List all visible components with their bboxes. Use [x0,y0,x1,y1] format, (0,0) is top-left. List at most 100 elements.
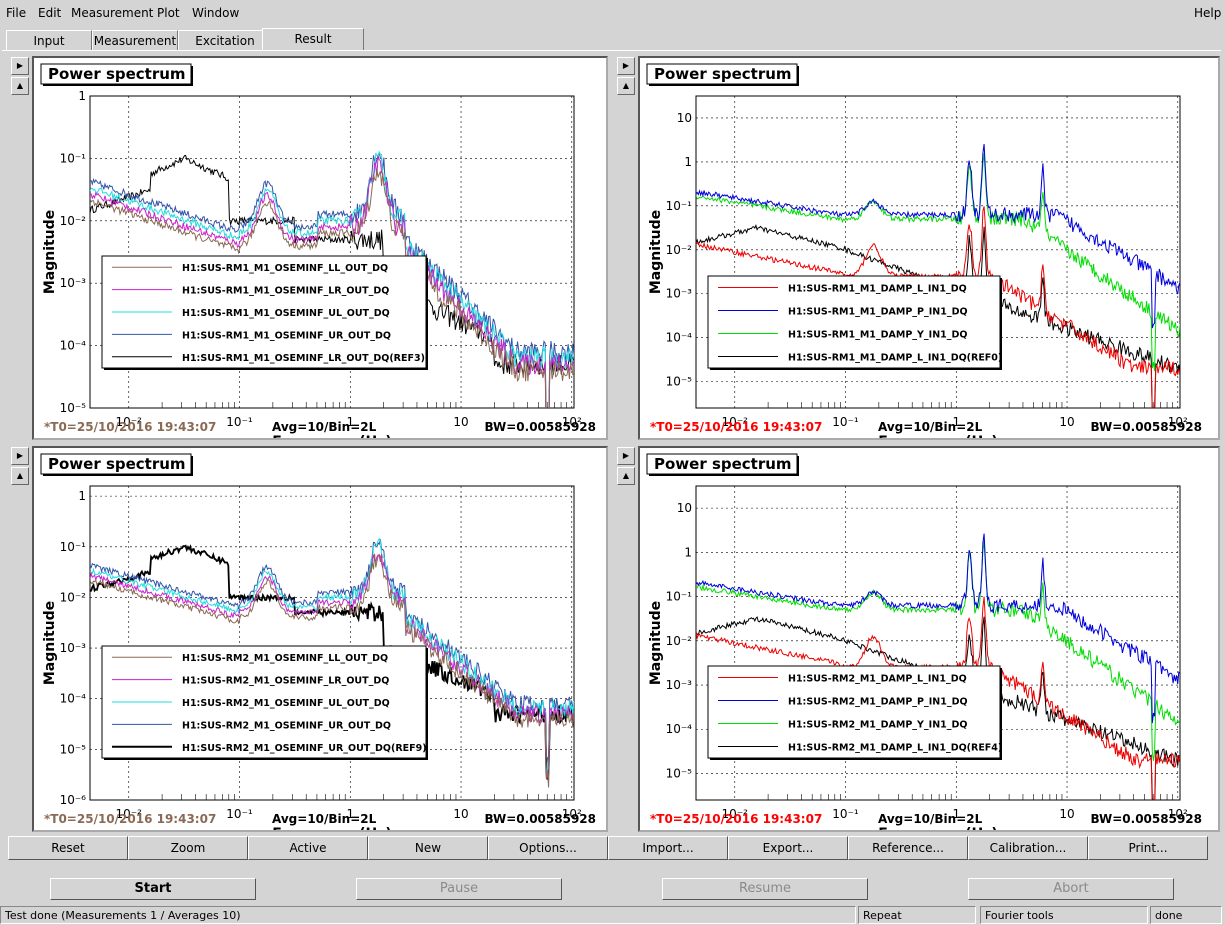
trace-1 [90,553,574,788]
trace-1 [696,206,1180,408]
start-button[interactable]: Start [50,878,256,900]
active-button[interactable]: Active [248,836,368,860]
plot-pad-4[interactable]: Power spectrum 10⁻² 10⁻¹ 1 10 10² 10 1 10⁻¹ 10⁻² 1… [638,446,1220,842]
plot-pad-3[interactable]: Power spectrum 10⁻² 10⁻¹ 1 10 10² 1 10⁻¹ 10⁻² 10⁻… [32,446,608,842]
plot-legend: H1:SUS-RM1_M1_DAMP_L_IN1_DQ H1:SUS-RM1_M1… [707,275,1002,370]
plot-title-text: Power spectrum [48,455,186,473]
x-tick-label: 1 [346,807,354,821]
reference-button[interactable]: Reference... [848,836,968,860]
trace-4 [90,150,574,408]
y-tick-label: 1 [684,155,692,169]
power-spectrum-plot-1[interactable]: Power spectrum 10⁻² 10⁻¹ 1 10 10² 1 10⁻¹ 10⁻² 10⁻… [34,58,606,450]
averages-label: Avg=10/Bin=2L [878,420,983,434]
x-tick-label: 10⁻¹ [226,807,253,821]
legend-entry: H1:SUS-RM2_M1_DAMP_L_IN1_DQ [788,674,967,685]
pad1-expand-icon[interactable]: ▶ [11,57,29,75]
zoom-button[interactable]: Zoom [128,836,248,860]
y-tick-label: 10⁻¹ [60,540,87,554]
plot-button-bar: Reset Zoom Active New Options... Import.… [6,836,1218,860]
plot-title: Power spectrum [646,453,799,476]
y-tick-label: 10⁻² [60,590,87,604]
print-button[interactable]: Print... [1088,836,1208,860]
menu-measurement[interactable]: Measurement [71,6,154,20]
legend-entry: H1:SUS-RM1_M1_OSEMINF_LR_OUT_DQ [182,286,389,297]
y-tick-label: 10⁻¹ [666,590,693,604]
legend-entry: H1:SUS-RM1_M1_OSEMINF_UL_OUT_DQ [182,308,390,319]
abort-button[interactable]: Abort [968,878,1174,900]
legend-entry: H1:SUS-RM2_M1_DAMP_Y_IN1_DQ [788,720,967,731]
pad2-expand-icon[interactable]: ▶ [617,57,635,75]
legend-entry: H1:SUS-RM2_M1_DAMP_L_IN1_DQ(REF4) [788,743,1002,754]
bandwidth-label: BW=0.00585928 [485,812,597,826]
y-axis-label: Magnitude [42,210,58,294]
plot-legend: H1:SUS-RM1_M1_OSEMINF_LL_OUT_DQ H1:SUS-RM… [101,255,428,370]
menu-plot[interactable]: Plot [157,6,180,20]
tab-input[interactable]: Input [6,30,92,51]
x-tick-label: 10⁻¹ [832,807,859,821]
y-tick-label: 10⁻⁵ [666,766,693,780]
plot-title-text: Power spectrum [654,455,792,473]
pad3-expand-icon[interactable]: ▶ [11,447,29,465]
x-tick-label: 10² [562,807,582,821]
status-state: done [1150,906,1222,924]
x-tick-label: 10 [453,807,468,821]
y-tick-label: 1 [78,89,86,103]
x-tick-label: 10² [1168,415,1188,429]
x-tick-label: 10 [453,415,468,429]
tab-excitation[interactable]: Excitation [178,30,272,51]
menu-window[interactable]: Window [192,6,240,20]
y-tick-label: 10⁻⁵ [60,742,87,756]
y-axis-label: Magnitude [42,601,58,685]
trace-1 [90,168,574,408]
pad4-collapse-icon[interactable]: ▲ [617,467,635,485]
legend-entry: H1:SUS-RM1_M1_DAMP_P_IN1_DQ [788,307,968,318]
legend-entry: H1:SUS-RM1_M1_OSEMINF_LR_OUT_DQ(REF3) [182,353,425,364]
new-button[interactable]: New [368,836,488,860]
menu-help[interactable]: Help [1194,6,1222,20]
plot-pad-1[interactable]: Power spectrum 10⁻² 10⁻¹ 1 10 10² 1 10⁻¹ 10⁻² 10⁻… [32,56,608,450]
bandwidth-label: BW=0.00585928 [1091,420,1203,434]
options-button[interactable]: Options... [488,836,608,860]
pad2-collapse-icon[interactable]: ▲ [617,77,635,95]
plot-title-text: Power spectrum [654,65,792,83]
y-tick-label: 10⁻² [666,243,693,257]
trace-3 [696,153,1180,372]
power-spectrum-plot-4[interactable]: Power spectrum 10⁻² 10⁻¹ 1 10 10² 10 1 10⁻¹ 10⁻² 1… [640,448,1218,842]
pause-button[interactable]: Pause [356,878,562,900]
bandwidth-label: BW=0.00585928 [1091,812,1203,826]
legend-entry: H1:SUS-RM1_M1_DAMP_L_IN1_DQ [788,284,967,295]
x-tick-label: 10⁻² [722,807,749,821]
reset-button[interactable]: Reset [8,836,128,860]
x-tick-label: 10 [1059,415,1074,429]
calibration-button[interactable]: Calibration... [968,836,1088,860]
tab-measurement[interactable]: Measurement [92,30,178,51]
x-axis-label: Frequency (Hz) [878,434,997,438]
start-time-label: *T0=25/10/2016 19:43:07 [650,420,822,434]
legend-entry: H1:SUS-RM1_M1_OSEMINF_UR_OUT_DQ [182,330,391,341]
pad4-expand-icon[interactable]: ▶ [617,447,635,465]
power-spectrum-plot-2[interactable]: Power spectrum 10⁻² 10⁻¹ 1 10 10² 10 1 10⁻¹ 10⁻² 1… [640,58,1218,450]
resume-button[interactable]: Resume [662,878,868,900]
x-tick-label: 10⁻² [116,807,143,821]
legend-entry: H1:SUS-RM2_M1_DAMP_P_IN1_DQ [788,697,968,708]
menu-file[interactable]: File [6,6,27,20]
legend-entry: H1:SUS-RM2_M1_OSEMINF_UR_OUT_DQ(REF9) [182,743,427,754]
export-button[interactable]: Export... [728,836,848,860]
tab-result[interactable]: Result [262,28,364,51]
power-spectrum-plot-3[interactable]: Power spectrum 10⁻² 10⁻¹ 1 10 10² 1 10⁻¹ 10⁻² 10⁻… [34,448,606,842]
x-tick-label: 10⁻¹ [832,415,859,429]
x-axis-label: Frequency (Hz) [272,826,391,830]
y-tick-label: 10⁻⁵ [666,375,693,389]
plot-pad-2[interactable]: Power spectrum 10⁻² 10⁻¹ 1 10 10² 10 1 10⁻¹ 10⁻² 1… [638,56,1220,450]
trace-group [90,537,574,788]
x-tick-label: 10⁻² [116,415,143,429]
y-tick-label: 10⁻⁴ [666,331,693,345]
pad1-collapse-icon[interactable]: ▲ [11,77,29,95]
menu-edit[interactable]: Edit [38,6,62,20]
import-button[interactable]: Import... [608,836,728,860]
legend-entry: H1:SUS-RM2_M1_OSEMINF_UR_OUT_DQ [182,720,391,731]
pad3-collapse-icon[interactable]: ▲ [11,467,29,485]
y-tick-label: 10⁻¹ [60,151,87,165]
legend-entry: H1:SUS-RM1_M1_DAMP_L_IN1_DQ(REF0) [788,353,1002,364]
y-tick-label: 10⁻² [60,214,87,228]
